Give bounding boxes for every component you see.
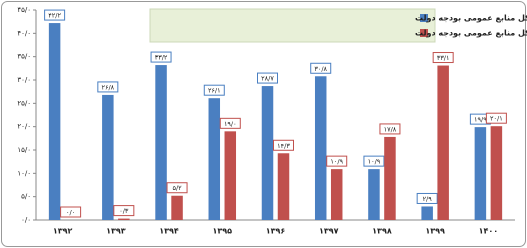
value-label-box: [432, 52, 454, 64]
value-label-box: [326, 155, 348, 167]
value-label-box: [60, 206, 82, 218]
value-label: ۰/۳: [119, 207, 129, 215]
value-label: ۲۶/۸: [101, 83, 114, 91]
value-label: ۲/۹: [423, 195, 433, 203]
value-label: ۱۹/۰: [224, 120, 237, 128]
value-label-box: [166, 182, 188, 194]
bar: [437, 65, 449, 221]
value-label: ۲۶/۱: [208, 87, 221, 95]
y-tick-label: ۰/۰: [21, 216, 31, 224]
value-label: ۲۰/۱: [490, 115, 503, 123]
value-label-box: [203, 84, 225, 96]
value-label-box: [113, 205, 135, 217]
bar: [368, 169, 380, 220]
x-tick-label: ۱۴۰۰: [479, 227, 499, 236]
x-tick-label: ۱۳۹۳: [106, 227, 126, 236]
x-tick-label: ۱۳۹۸: [372, 227, 392, 236]
value-label: ۳۳/۲: [155, 54, 168, 62]
value-label: ۳۰/۸: [314, 65, 327, 73]
x-tick-label: ۱۳۹۴: [159, 227, 179, 236]
value-label-box: [219, 117, 241, 129]
bar: [314, 76, 327, 221]
value-label: ۱۴/۳: [277, 142, 290, 150]
value-label: ۲۸/۷: [261, 75, 274, 83]
value-label-box: [273, 139, 294, 151]
value-label-box: [150, 51, 172, 63]
legend-swatch: [420, 14, 428, 22]
y-tick-label: ۳۵/۰: [17, 53, 31, 61]
y-tick-label: ۴۰/۰: [17, 29, 31, 37]
value-label-box: [97, 81, 119, 93]
bar: [384, 136, 396, 220]
bar: [171, 195, 183, 220]
x-tick-label: ۱۳۹۲: [53, 227, 73, 236]
value-label: ۳۳/۱: [437, 54, 450, 62]
bar: [155, 65, 167, 220]
value-label-box: [485, 112, 507, 124]
value-label: ۱۰/۹: [368, 158, 381, 166]
x-tick-label: ۱۳۹۶: [266, 227, 286, 236]
legend-label: سهم فروش نفت و گاز از کل منابع عمومی بود…: [415, 13, 527, 24]
value-label-box: [257, 72, 278, 84]
bar: [118, 218, 130, 220]
y-tick-label: ۲۵/۰: [17, 99, 31, 107]
x-tick-label: ۱۳۹۷: [319, 227, 339, 236]
bar: [102, 94, 114, 220]
bar: [277, 153, 290, 220]
bar: [224, 131, 237, 220]
value-label: ۱۹/۹: [474, 116, 487, 124]
value-label: ۱۰/۹: [330, 158, 343, 166]
value-label-box: [416, 192, 438, 204]
legend-box: [149, 8, 436, 43]
y-tick-label: ۴۵/۰: [17, 6, 31, 14]
bar: [48, 23, 61, 220]
value-label: ۱۷/۸: [384, 125, 397, 133]
value-label: ۰/۰: [66, 209, 75, 217]
bar: [490, 126, 503, 220]
value-label: ۵/۲: [172, 184, 182, 192]
legend-label: سهم فروش اوراق از کل منابع عمومی بودجه د…: [415, 29, 527, 39]
y-tick-label: ۵/۰: [21, 193, 31, 201]
y-tick-label: ۱۵/۰: [17, 146, 31, 154]
y-tick-label: ۲۰/۰: [17, 123, 31, 131]
value-label: ۴۲/۲: [48, 12, 61, 20]
bar: [421, 206, 433, 220]
value-label-box: [363, 155, 385, 167]
bar: [208, 98, 221, 220]
x-tick-label: ۱۳۹۵: [213, 227, 233, 236]
bar: [261, 86, 274, 220]
x-tick-label: ۱۳۹۹: [425, 227, 445, 236]
value-label-box: [310, 62, 332, 74]
y-tick-label: ۳۰/۰: [17, 76, 31, 84]
bar: [474, 127, 487, 220]
value-label-box: [44, 9, 66, 21]
bar: [330, 169, 343, 220]
value-label-box: [379, 123, 401, 135]
y-tick-label: ۱۰/۰: [17, 169, 31, 177]
legend-swatch: [420, 29, 428, 37]
